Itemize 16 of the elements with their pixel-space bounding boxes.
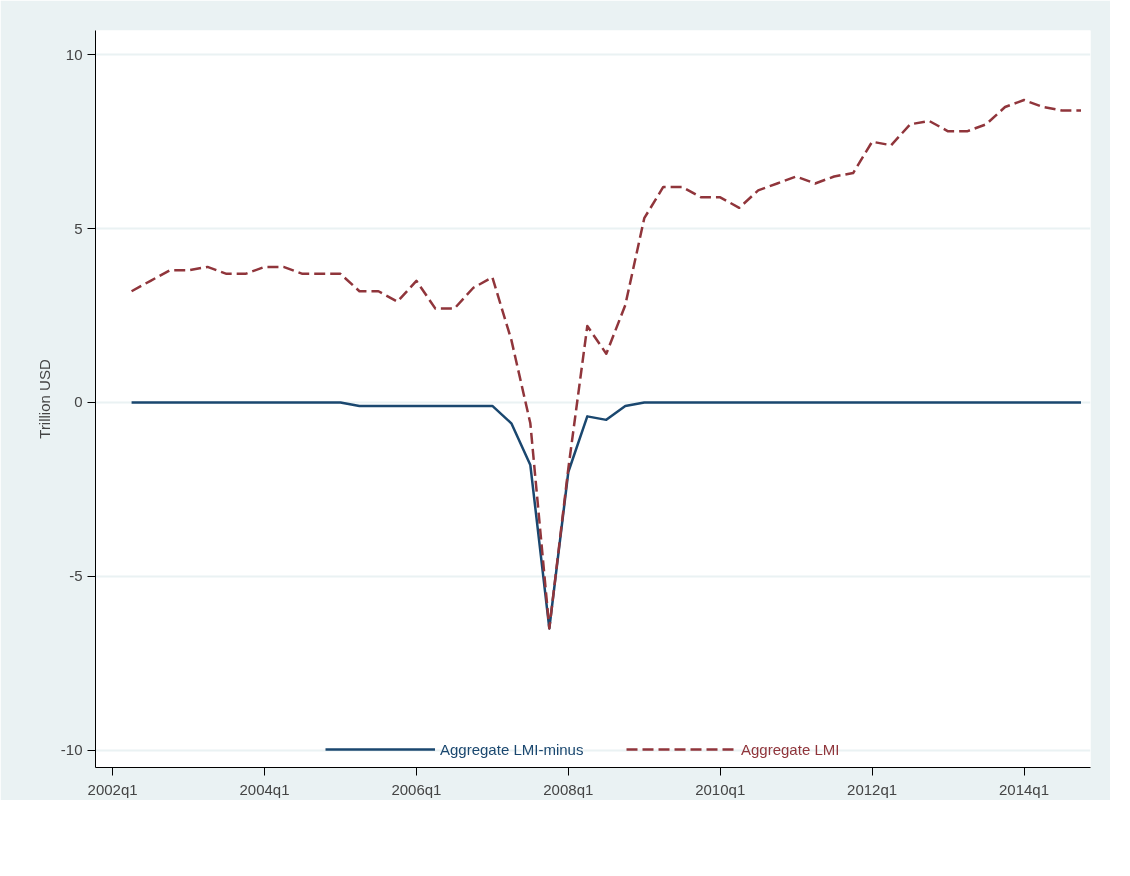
y-tick-label: 0	[74, 393, 83, 411]
text: Aggregate LMI	[741, 740, 840, 758]
x-tick-label: 2014q1	[999, 780, 1050, 798]
y-tick-label: -5	[69, 567, 83, 585]
x-tick-label: 2012q1	[847, 780, 898, 798]
y-tick-label: 5	[74, 219, 83, 237]
y-tick-label: 10	[65, 45, 83, 63]
line-series	[130, 98, 1083, 630]
x-tick-label: 2004q1	[239, 780, 290, 798]
x-tick-label: 2006q1	[391, 780, 442, 798]
y-axis-title: Trillion USD	[35, 359, 53, 439]
text: Aggregate LMI-minus	[440, 740, 584, 758]
y-tick-label: -10	[60, 741, 83, 759]
x-tick-label: 2010q1	[695, 780, 746, 798]
x-tick-label: 2002q1	[87, 780, 138, 798]
x-tick-label: 2008q1	[543, 780, 594, 798]
